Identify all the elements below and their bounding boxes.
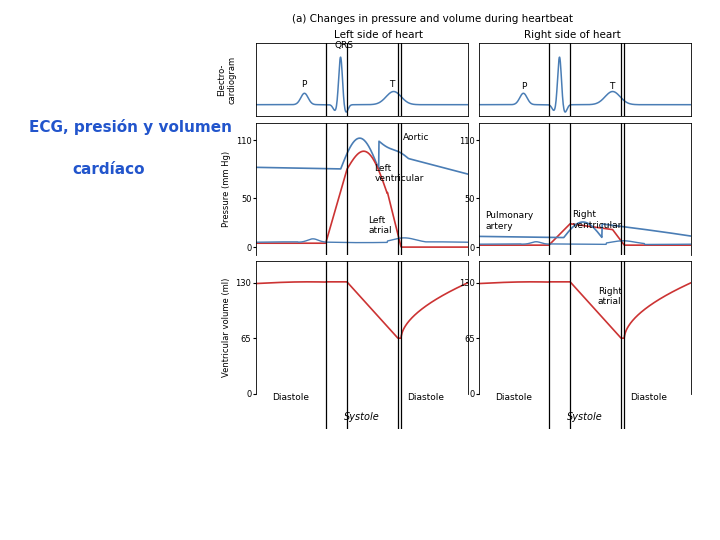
Text: Electro-
cardiogram: Electro- cardiogram <box>217 56 236 104</box>
Text: cardíaco: cardíaco <box>72 162 145 177</box>
Text: Ventricular volume (ml): Ventricular volume (ml) <box>222 278 231 377</box>
Text: Diastole: Diastole <box>407 393 444 402</box>
Text: T: T <box>609 82 614 91</box>
Text: Left
ventricular: Left ventricular <box>374 164 424 183</box>
Text: Diastole: Diastole <box>495 393 532 402</box>
Text: Systole: Systole <box>344 412 379 422</box>
Text: QRS: QRS <box>334 40 354 50</box>
Text: Right
ventricular: Right ventricular <box>572 210 621 230</box>
Text: Left side of heart: Left side of heart <box>333 30 423 40</box>
Text: Right side of heart: Right side of heart <box>524 30 621 40</box>
Text: P: P <box>521 82 526 91</box>
Text: P: P <box>301 80 306 89</box>
Text: (a) Changes in pressure and volume during heartbeat: (a) Changes in pressure and volume durin… <box>292 14 572 24</box>
Text: ECG, presión y volumen: ECG, presión y volumen <box>29 119 232 135</box>
Text: Left
atrial: Left atrial <box>368 216 392 235</box>
Text: Diastole: Diastole <box>630 393 667 402</box>
Text: Systole: Systole <box>567 412 603 422</box>
Text: Right
atrial: Right atrial <box>598 287 622 306</box>
Text: Aortic: Aortic <box>403 133 430 142</box>
Text: Diastole: Diastole <box>272 393 309 402</box>
Text: Pulmonary
artery: Pulmonary artery <box>485 211 534 231</box>
Text: Pressure (mm Hg): Pressure (mm Hg) <box>222 151 231 227</box>
Text: T: T <box>390 80 395 89</box>
